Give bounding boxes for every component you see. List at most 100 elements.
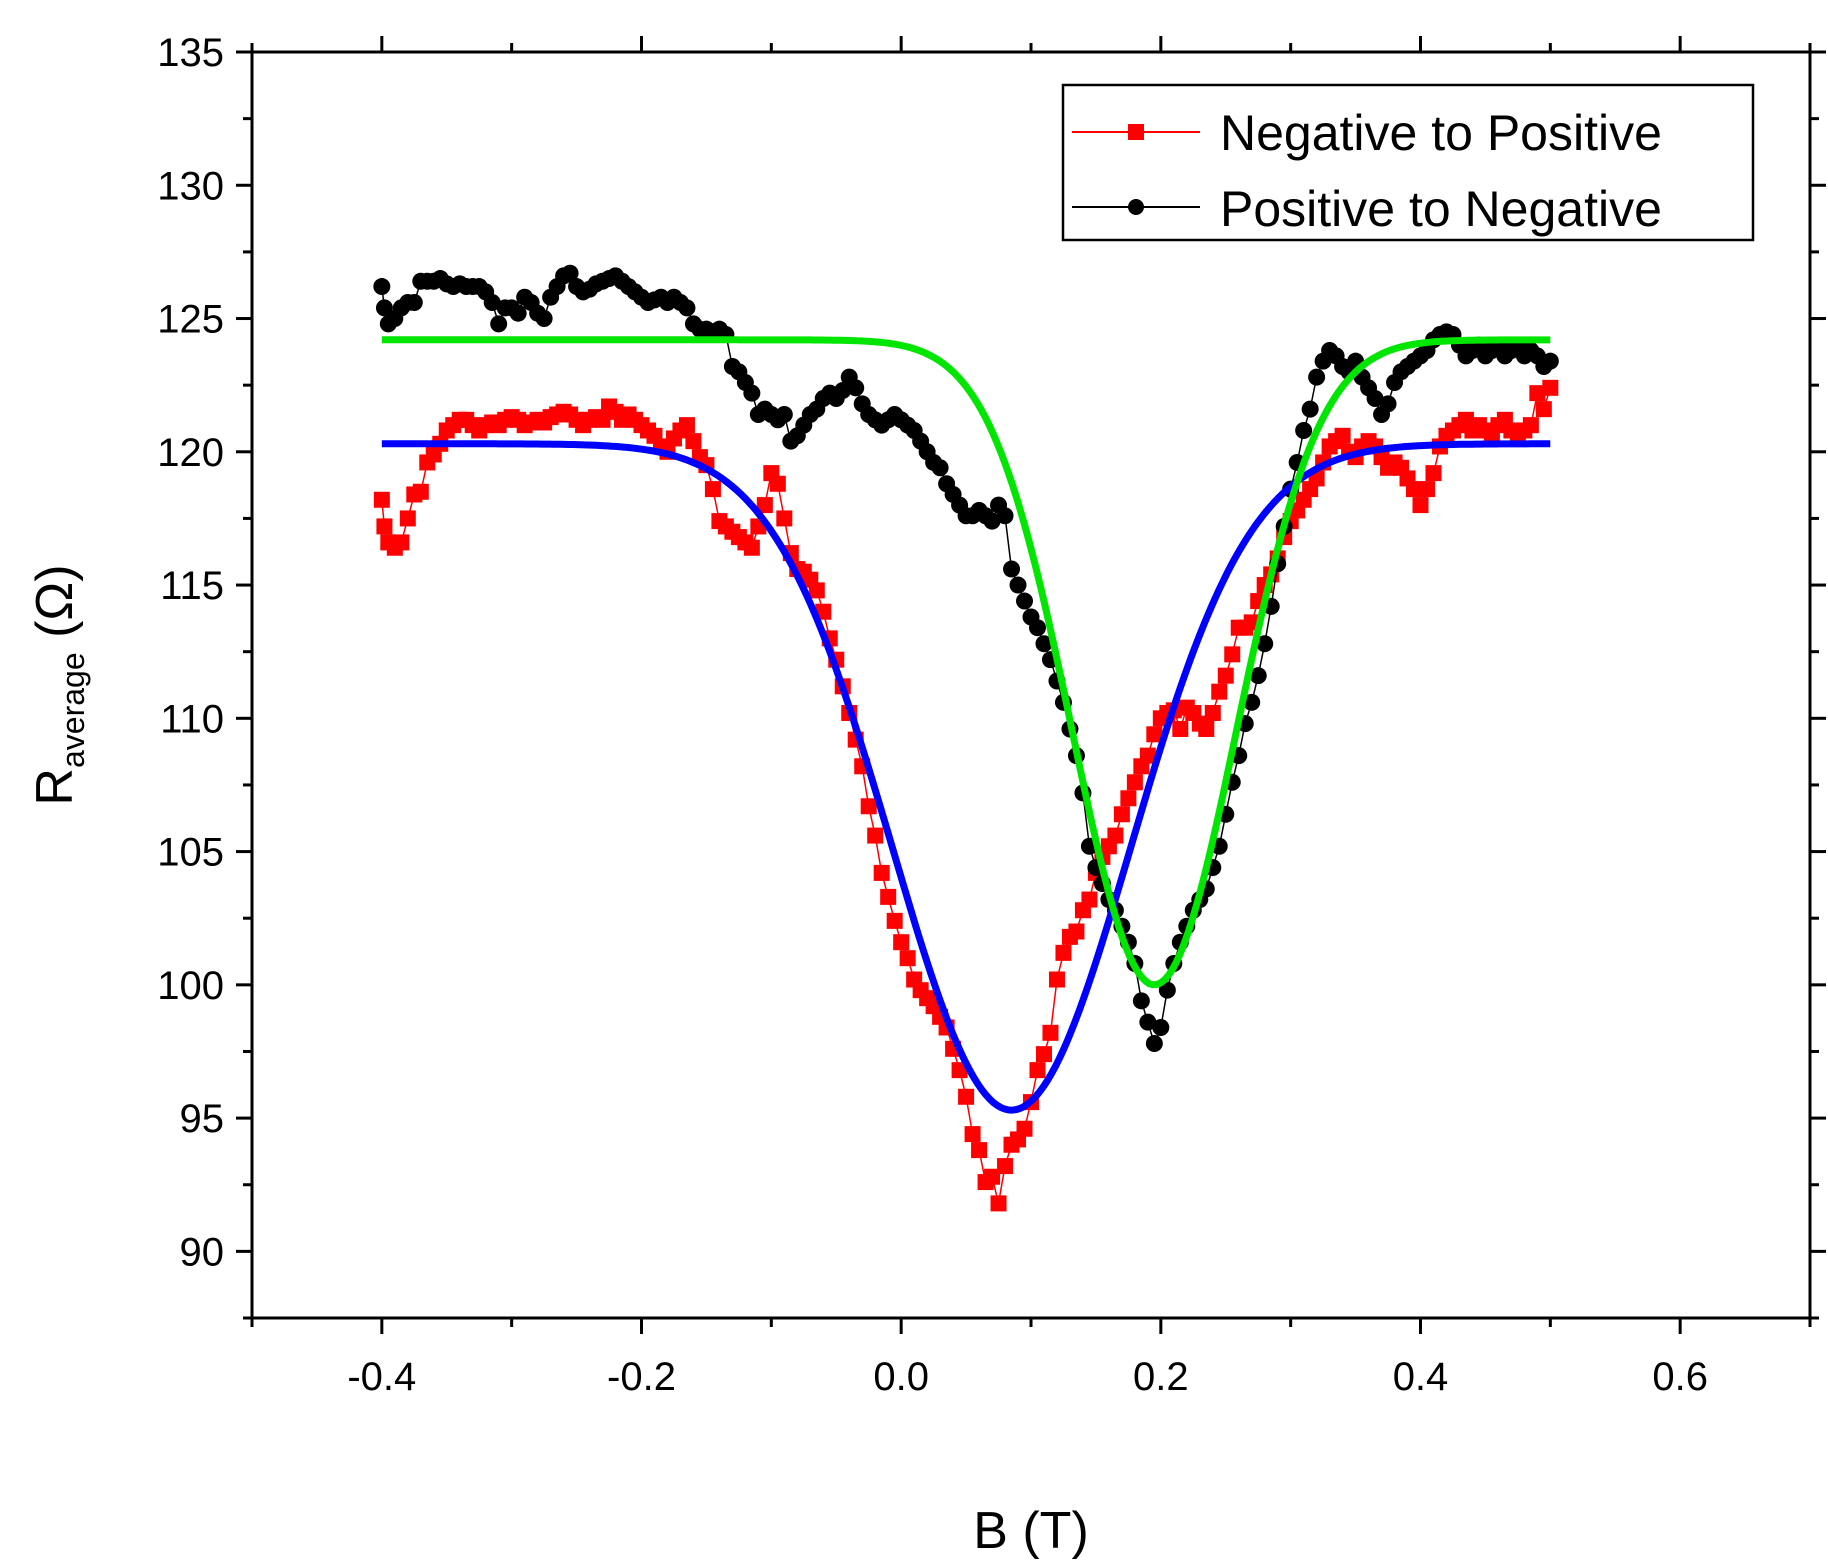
- legend: Negative to Positive Positive to Negativ…: [1061, 83, 1755, 242]
- data-point-positive-to-negative: [1243, 693, 1261, 711]
- data-point-positive-to-negative: [375, 299, 393, 317]
- data-point-negative-to-positive: [1198, 720, 1215, 737]
- y-tick-label: 110: [160, 697, 224, 741]
- data-point-negative-to-positive: [951, 1062, 968, 1079]
- data-point-negative-to-positive: [776, 510, 793, 527]
- data-point-positive-to-negative: [1541, 352, 1559, 370]
- data-point-positive-to-negative: [1003, 560, 1021, 578]
- data-point-positive-to-negative: [1028, 619, 1046, 637]
- data-point-negative-to-positive: [376, 518, 393, 535]
- data-point-negative-to-positive: [1172, 720, 1189, 737]
- data-point-negative-to-positive: [808, 582, 825, 599]
- data-point-positive-to-negative: [996, 507, 1014, 525]
- data-point-negative-to-positive: [769, 475, 786, 492]
- data-point-negative-to-positive: [1081, 891, 1098, 908]
- data-point-positive-to-negative: [1145, 1034, 1163, 1052]
- y-axis-title-unit: (Ω): [26, 564, 84, 652]
- data-point-negative-to-positive: [1042, 1024, 1059, 1041]
- data-point-positive-to-negative: [1158, 981, 1176, 999]
- data-point-negative-to-positive: [373, 491, 390, 508]
- data-point-negative-to-positive: [678, 417, 695, 434]
- legend-label-negative-to-positive: Negative to Positive: [1220, 105, 1662, 161]
- data-point-negative-to-positive: [399, 510, 416, 527]
- data-point-positive-to-negative: [931, 459, 949, 477]
- data-point-positive-to-negative: [1132, 992, 1150, 1010]
- y-tick-label: 105: [157, 831, 224, 875]
- data-point-negative-to-positive: [1418, 481, 1435, 498]
- data-point-negative-to-positive: [964, 1126, 981, 1143]
- data-point-negative-to-positive: [1068, 923, 1085, 940]
- data-point-negative-to-positive: [1107, 827, 1124, 844]
- data-point-negative-to-positive: [971, 1142, 988, 1159]
- data-point-negative-to-positive: [594, 411, 611, 428]
- data-point-negative-to-positive: [997, 1158, 1014, 1175]
- data-point-positive-to-negative: [1152, 1018, 1170, 1036]
- data-point-positive-to-negative: [983, 512, 1001, 530]
- y-tick-label: 130: [157, 164, 224, 208]
- data-point-negative-to-positive: [1055, 944, 1072, 961]
- data-point-positive-to-negative: [743, 384, 761, 402]
- data-point-negative-to-positive: [1217, 667, 1234, 684]
- data-point-positive-to-negative: [405, 294, 423, 312]
- data-point-positive-to-negative: [490, 315, 508, 333]
- series-layer: [373, 264, 1559, 1212]
- x-axis-title: B (T): [973, 1502, 1089, 1560]
- data-point-negative-to-positive: [886, 912, 903, 929]
- data-point-positive-to-negative: [775, 405, 793, 423]
- data-point-negative-to-positive: [990, 1195, 1007, 1212]
- data-point-negative-to-positive: [1529, 385, 1546, 402]
- data-point-negative-to-positive: [893, 934, 910, 951]
- x-tick-label: -0.2: [607, 1355, 676, 1399]
- data-point-negative-to-positive: [1120, 790, 1137, 807]
- data-point-positive-to-negative: [1139, 1013, 1157, 1031]
- data-point-positive-to-negative: [1366, 389, 1384, 407]
- data-point-negative-to-positive: [860, 798, 877, 815]
- data-point-negative-to-positive: [1412, 497, 1429, 514]
- data-point-negative-to-positive: [880, 888, 897, 905]
- plot-area: [373, 264, 1559, 1212]
- fit-layer: [381, 336, 1551, 1114]
- data-point-negative-to-positive: [867, 827, 884, 844]
- svg-text:Raverage (Ω): Raverage (Ω): [26, 564, 91, 805]
- y-tick-label: 95: [180, 1097, 225, 1141]
- data-point-negative-to-positive: [1146, 726, 1163, 743]
- y-tick-label: 135: [157, 31, 224, 75]
- data-point-negative-to-positive: [899, 950, 916, 967]
- legend-label-positive-to-negative: Positive to Negative: [1220, 181, 1662, 237]
- blue-fit: [381, 440, 1551, 1114]
- data-point-negative-to-positive: [1425, 465, 1442, 482]
- x-tick-label: -0.4: [347, 1355, 416, 1399]
- x-tick-label: 0.2: [1133, 1355, 1189, 1399]
- data-point-positive-to-negative: [373, 278, 391, 296]
- data-point-positive-to-negative: [483, 294, 501, 312]
- data-point-negative-to-positive: [393, 534, 410, 551]
- data-point-positive-to-negative: [1016, 592, 1034, 610]
- data-point-negative-to-positive: [1029, 1062, 1046, 1079]
- data-point-negative-to-positive: [1211, 683, 1228, 700]
- data-point-positive-to-negative: [509, 304, 527, 322]
- data-point-negative-to-positive: [685, 433, 702, 450]
- data-point-negative-to-positive: [704, 481, 721, 498]
- y-tick-label: 115: [160, 564, 224, 608]
- data-point-positive-to-negative: [535, 310, 553, 328]
- x-tick-label: 0.4: [1393, 1355, 1449, 1399]
- data-point-negative-to-positive: [1048, 971, 1065, 988]
- y-tick-label: 125: [157, 298, 224, 342]
- data-point-negative-to-positive: [1224, 646, 1241, 663]
- data-point-negative-to-positive: [1139, 747, 1156, 764]
- data-point-negative-to-positive: [1204, 704, 1221, 721]
- data-point-negative-to-positive: [984, 1168, 1001, 1185]
- y-tick-label: 120: [157, 431, 224, 475]
- ticks-layer: [236, 36, 1826, 1334]
- data-point-positive-to-negative: [1295, 421, 1313, 439]
- data-point-negative-to-positive: [1406, 481, 1423, 498]
- data-point-positive-to-negative: [678, 299, 696, 317]
- data-point-positive-to-negative: [561, 264, 579, 282]
- data-point-negative-to-positive: [756, 497, 773, 514]
- y-axis-title: Raverage (Ω): [26, 564, 91, 805]
- x-tick-label: 0.6: [1652, 1355, 1708, 1399]
- data-point-negative-to-positive: [1522, 417, 1539, 434]
- data-point-positive-to-negative: [1035, 635, 1053, 653]
